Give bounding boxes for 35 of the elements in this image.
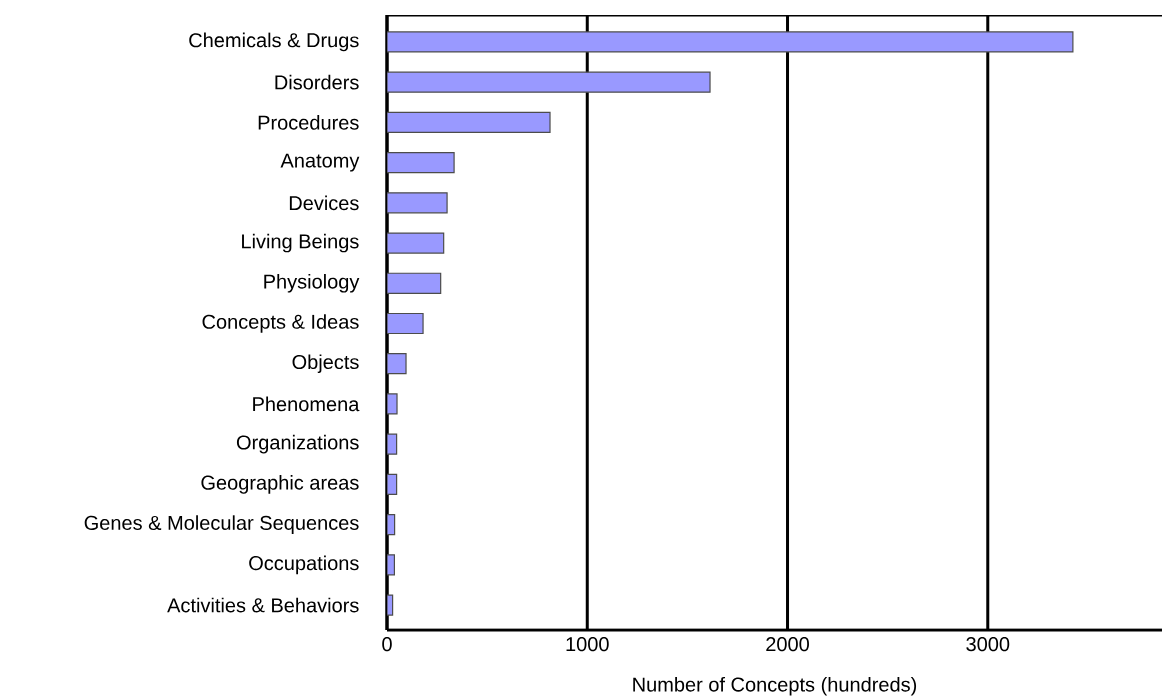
x-tick-label: 1000 bbox=[566, 637, 609, 652]
bar bbox=[387, 31, 1074, 53]
y-tick-label: Chemicals & Drugs bbox=[189, 32, 359, 52]
y-tick-label: Activities & Behaviors bbox=[167, 597, 359, 613]
bar bbox=[387, 232, 445, 254]
bar bbox=[387, 71, 711, 93]
y-tick-label: Geographic areas bbox=[201, 475, 359, 494]
y-tick-label: Devices bbox=[289, 195, 359, 211]
y-tick-label: Living Beings bbox=[242, 233, 359, 253]
bar bbox=[387, 514, 396, 536]
bar bbox=[387, 192, 448, 214]
y-tick-label: Genes & Molecular Sequences bbox=[84, 515, 359, 534]
y-tick-label: Concepts & Ideas bbox=[202, 314, 359, 333]
y-tick-label: Occupations bbox=[249, 555, 359, 575]
y-tick-label: Procedures bbox=[258, 115, 359, 130]
y-tick-label: Organizations bbox=[236, 434, 359, 454]
x-tick-label: 3000 bbox=[966, 637, 1010, 652]
y-tick-label: Phenomena bbox=[253, 396, 360, 412]
bar bbox=[387, 554, 396, 576]
bar bbox=[387, 393, 398, 415]
y-tick-label: Physiology bbox=[264, 273, 360, 293]
bar bbox=[387, 312, 424, 335]
x-tick-label: 2000 bbox=[766, 637, 809, 652]
bar bbox=[387, 473, 398, 495]
x-tick-label: 0 bbox=[382, 637, 392, 652]
bar bbox=[387, 152, 455, 174]
x-axis-title: Number of Concepts (hundreds) bbox=[633, 676, 917, 696]
y-tick-label: Disorders bbox=[275, 74, 359, 90]
bar bbox=[387, 111, 551, 133]
bar bbox=[387, 272, 442, 294]
y-tick-label: Objects bbox=[292, 354, 359, 374]
bar bbox=[387, 353, 407, 375]
bar bbox=[387, 594, 394, 616]
y-tick-label: Anatomy bbox=[280, 153, 360, 172]
bar bbox=[387, 433, 398, 455]
